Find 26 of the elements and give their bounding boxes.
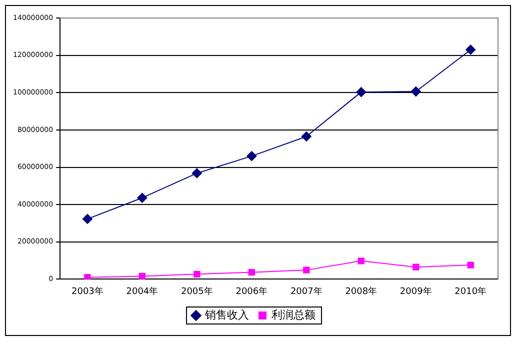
x-tick-label: 2003年 [72,286,104,297]
point [194,270,200,278]
point [356,87,366,98]
point [137,192,148,203]
point [410,86,421,97]
x-tick-label: 2004年 [126,286,158,297]
point [303,266,310,274]
x-tick-label: 2008年 [345,286,378,297]
point [84,274,91,280]
legend-label: 利润总额 [272,308,316,322]
x-tick-label: 2007年 [290,286,322,297]
point [466,44,476,55]
x-tick-label: 2005年 [180,286,213,297]
point [358,258,364,264]
point [301,131,312,142]
point [246,151,257,162]
x-tick-label: 2009年 [400,286,432,297]
point [467,262,474,268]
x-tick-label: 2010年 [454,286,487,297]
legend-label: 销售收入 [204,308,249,322]
point [138,272,146,280]
x-tick-label: 2006年 [236,286,268,297]
point [82,214,92,224]
point [192,168,202,178]
point [412,264,420,270]
point [248,268,255,276]
